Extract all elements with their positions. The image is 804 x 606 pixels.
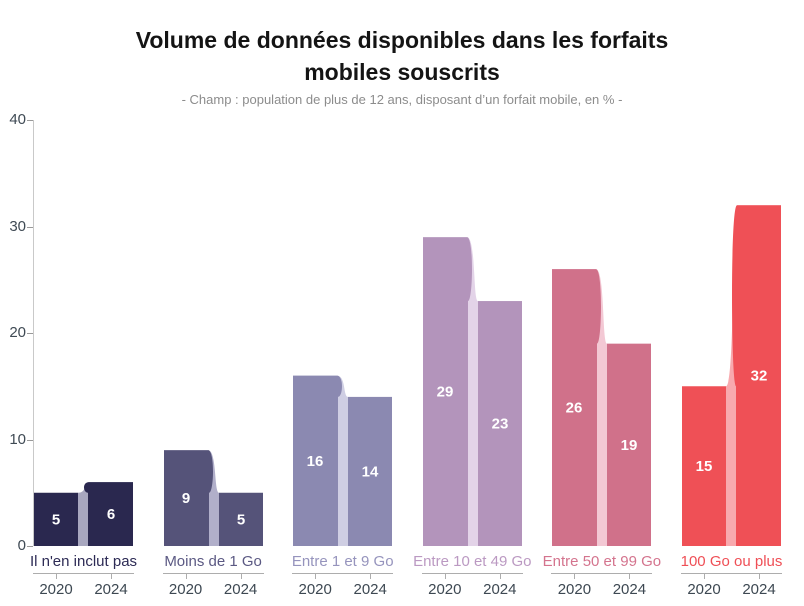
y-axis-tick — [27, 226, 33, 228]
year-label-2024: 2024 — [353, 581, 387, 598]
group-axis-tick — [574, 574, 576, 579]
group-axis-line — [292, 573, 394, 574]
group-axis-tick — [499, 574, 501, 579]
bar-value-2024: 19 — [621, 437, 638, 454]
y-axis-tick-label: 30 — [9, 217, 26, 235]
bar-2024 — [218, 492, 263, 546]
bar-2020 — [552, 269, 597, 546]
bar-group-2: 95 — [163, 450, 263, 546]
bar-value-2020: 5 — [52, 511, 60, 528]
bar-value-2020: 29 — [436, 384, 453, 401]
group-axis-tick — [704, 574, 705, 579]
group-axis-tick — [444, 574, 446, 579]
y-axis-tick-label: 40 — [9, 111, 26, 128]
category-label: Entre 10 et 49 Go — [413, 553, 532, 570]
group-axis-tick — [185, 574, 187, 579]
connector-band — [337, 375, 349, 546]
group-axis-tick — [111, 574, 112, 579]
bar-value-2020: 9 — [181, 490, 189, 507]
category-label: Entre 1 et 9 Go — [291, 553, 394, 570]
group-axis-tick — [56, 574, 57, 579]
group-axis-line — [551, 573, 653, 574]
bar-2024 — [737, 205, 781, 546]
y-axis-tick — [27, 333, 33, 334]
y-axis-tick-label: 0 — [17, 537, 26, 554]
group-axis-line — [33, 573, 134, 574]
y-axis-line — [33, 120, 34, 546]
y-axis-tick — [27, 546, 33, 547]
group-axis-tick — [240, 574, 242, 579]
bar-2020 — [163, 450, 208, 546]
year-label-2024: 2024 — [223, 581, 258, 598]
group-axis-tick — [629, 574, 631, 579]
bar-2024 — [89, 482, 133, 546]
group-axis-tick — [370, 574, 372, 579]
chart-title: Volume de données disponibles dans les f… — [135, 27, 669, 85]
year-label-2024: 2024 — [94, 581, 128, 598]
bar-value-2024: 5 — [236, 511, 244, 528]
year-label-2020: 2020 — [557, 581, 592, 598]
bar-2024 — [607, 343, 652, 546]
category-label: Entre 50 et 99 Go — [542, 553, 662, 570]
group-axis-line — [162, 573, 264, 574]
category-label: Moins de 1 Go — [164, 553, 262, 570]
bar-value-2020: 26 — [566, 400, 583, 417]
connector-flank — [732, 205, 737, 546]
year-label-2020: 2020 — [298, 581, 332, 598]
bar-value-2024: 6 — [107, 506, 115, 523]
bar-value-2024: 32 — [751, 368, 768, 385]
connector-band — [466, 237, 478, 546]
group-axis-line — [681, 573, 782, 574]
connector-flank — [84, 482, 89, 546]
year-label-2024: 2024 — [483, 581, 517, 598]
bar-2020 — [34, 492, 78, 546]
bar-2020 — [422, 237, 467, 546]
group-axis-line — [421, 573, 523, 574]
bar-value-2024: 14 — [362, 463, 379, 480]
group-axis-tick — [315, 574, 317, 579]
bar-2020 — [682, 386, 726, 546]
bar-value-2024: 23 — [491, 416, 508, 433]
connector-flank — [207, 450, 213, 546]
bar-2024 — [348, 396, 393, 546]
connector-flank — [596, 269, 602, 546]
connector-flank — [466, 237, 472, 546]
year-label-2024: 2024 — [742, 581, 776, 598]
bar-value-2020: 16 — [307, 453, 324, 470]
category-label: Il n'en inclut pas — [29, 553, 138, 570]
group-axis-tick — [759, 574, 760, 579]
year-label-2020: 2020 — [168, 581, 203, 598]
bar-group-5: 26 19 — [552, 269, 652, 546]
bar-group-4: 29 23 — [422, 237, 522, 546]
y-axis-tick-label: 10 — [9, 430, 26, 448]
year-label-2024: 2024 — [612, 581, 647, 598]
y-axis-tick-label: 20 — [9, 324, 26, 341]
bar-value-2020: 15 — [696, 458, 713, 475]
bar-2020 — [293, 375, 338, 546]
year-label-2020: 2020 — [687, 581, 721, 598]
year-label-2020: 2020 — [428, 581, 462, 598]
y-axis-tick — [27, 120, 33, 121]
chart-subtitle: - Champ : population de plus de 12 ans, … — [181, 92, 623, 107]
bar-2024 — [477, 301, 522, 546]
category-label: 100 Go ou plus — [680, 553, 783, 570]
y-axis-tick — [27, 439, 33, 441]
connector-band — [78, 482, 89, 546]
year-label-2020: 2020 — [39, 581, 73, 598]
connector-flank — [337, 375, 343, 546]
